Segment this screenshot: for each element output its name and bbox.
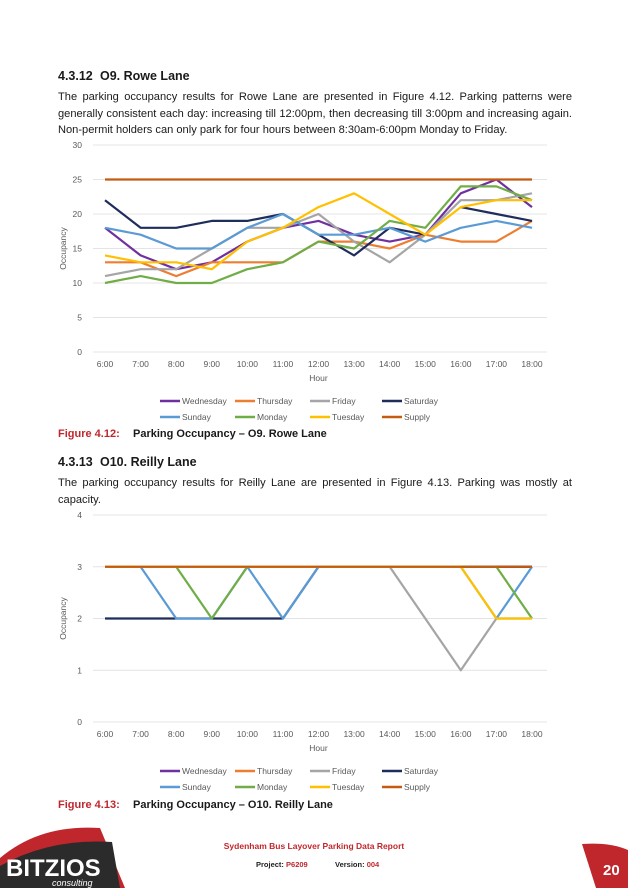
logo-subtext: consulting xyxy=(52,878,93,888)
x-tick-label: 9:00 xyxy=(203,359,220,369)
logo-dark-shape xyxy=(0,841,120,888)
section-number: 4.3.13 xyxy=(58,455,93,469)
x-tick-label: 14:00 xyxy=(379,359,401,369)
x-tick-label: 12:00 xyxy=(308,729,330,739)
chart-reilly-lane: 0 1 2 3 4 6:00 7:00 8:00 9:00 10:00 11:00 12:00 13:0… xyxy=(58,510,547,792)
legend-label: Supply xyxy=(404,412,431,422)
x-tick-label: 8:00 xyxy=(168,729,185,739)
x-tick-label: 17:00 xyxy=(486,359,508,369)
figure-label: Figure 4.12: xyxy=(58,428,120,440)
x-tick-label: 16:00 xyxy=(450,729,472,739)
x-tick-label: 13:00 xyxy=(343,729,365,739)
x-tick-label: 17:00 xyxy=(486,729,508,739)
x-tick-label: 18:00 xyxy=(521,729,543,739)
footer-report-title: Sydenham Bus Layover Parking Data Report xyxy=(223,841,405,851)
legend-label: Saturday xyxy=(404,766,439,776)
section-title: O10. Reilly Lane xyxy=(100,455,197,469)
section-heading-rowe-lane: 4.3.12 O9. Rowe Lane xyxy=(58,69,190,83)
series-line-tuesday xyxy=(105,565,532,620)
legend-label: Thursday xyxy=(257,766,293,776)
x-tick-label: 14:00 xyxy=(379,729,401,739)
series-line-saturday-late xyxy=(460,206,533,222)
series-line-friday xyxy=(104,192,533,278)
series-line-saturday xyxy=(105,565,532,620)
y-axis-label: Occupancy xyxy=(58,226,68,269)
x-tick-label: 16:00 xyxy=(450,359,472,369)
series-line-monday xyxy=(105,565,533,620)
x-tick-label: 10:00 xyxy=(237,359,259,369)
x-tick-label: 7:00 xyxy=(132,359,149,369)
section-title: O9. Rowe Lane xyxy=(100,69,190,83)
figure-title: Parking Occupancy – O10. Reilly Lane xyxy=(133,799,333,811)
legend-label: Wednesday xyxy=(182,396,227,406)
y-tick-label: 25 xyxy=(73,175,83,185)
project-label: Project: xyxy=(256,860,284,869)
x-tick-label: 13:00 xyxy=(343,359,365,369)
x-tick-label: 11:00 xyxy=(273,359,294,369)
figure-label: Figure 4.13: xyxy=(58,799,120,811)
y-tick-label: 0 xyxy=(77,347,82,357)
project-value: P6209 xyxy=(286,860,308,869)
page-number-tab xyxy=(582,843,628,888)
section-heading-reilly-lane: 4.3.13 O10. Reilly Lane xyxy=(58,455,197,469)
y-tick-label: 10 xyxy=(73,278,83,288)
y-tick-label: 3 xyxy=(77,562,82,572)
legend-label: Wednesday xyxy=(182,766,227,776)
y-tick-label: 30 xyxy=(73,140,83,150)
legend-label: Sunday xyxy=(182,412,212,422)
legend-label: Tuesday xyxy=(332,412,365,422)
x-tick-label: 6:00 xyxy=(97,359,114,369)
section-number: 4.3.12 xyxy=(58,69,93,83)
x-tick-label: 11:00 xyxy=(273,729,294,739)
footer-graphics: BITZIOS consulting 20 xyxy=(0,827,628,888)
legend-label: Supply xyxy=(404,782,431,792)
x-tick-label: 18:00 xyxy=(521,359,543,369)
page-number: 20 xyxy=(603,862,620,879)
x-tick-label: 9:00 xyxy=(203,729,220,739)
x-tick-label: 10:00 xyxy=(237,729,259,739)
figure-caption-4-13: Figure 4.13: Parking Occupancy – O10. Rei… xyxy=(58,799,333,811)
y-tick-label: 1 xyxy=(77,665,82,675)
section-paragraph-rowe-lane: The parking occupancy results for Rowe L… xyxy=(58,91,572,136)
footer-version: Version: 004 xyxy=(335,860,379,869)
footer-project: Project: P6209 xyxy=(256,860,308,869)
series-line-sunday xyxy=(104,212,533,250)
y-tick-label: 20 xyxy=(73,209,83,219)
x-tick-label: 15:00 xyxy=(415,729,437,739)
legend-label: Monday xyxy=(257,782,288,792)
series-line-sunday xyxy=(105,565,533,620)
series-line-monday xyxy=(104,185,533,285)
y-tick-label: 2 xyxy=(77,614,82,624)
series-line-saturday xyxy=(104,199,426,257)
x-axis-label: Hour xyxy=(309,743,328,753)
y-tick-label: 4 xyxy=(77,510,82,520)
x-tick-label: 12:00 xyxy=(308,359,330,369)
version-value: 004 xyxy=(366,860,380,869)
legend-label: Friday xyxy=(332,396,356,406)
y-tick-label: 0 xyxy=(77,717,82,727)
section-paragraph-reilly-lane: The parking occupancy results for Reilly… xyxy=(58,477,572,506)
logo-text: BITZIOS xyxy=(6,855,101,882)
legend-label: Thursday xyxy=(257,396,293,406)
figure-title: Parking Occupancy – O9. Rowe Lane xyxy=(133,428,327,440)
y-axis-label: Occupancy xyxy=(58,596,68,639)
chart-rowe-lane: 0 5 10 15 20 25 30 6:00 7:00 8:00 9:00 10:00 11:00 12… xyxy=(58,140,547,422)
x-tick-label: 15:00 xyxy=(415,359,437,369)
y-tick-label: 5 xyxy=(77,313,82,323)
x-tick-label: 6:00 xyxy=(97,729,114,739)
legend-label: Monday xyxy=(257,412,288,422)
y-tick-label: 15 xyxy=(73,244,83,254)
x-tick-label: 7:00 xyxy=(132,729,149,739)
figure-caption-4-12: Figure 4.12: Parking Occupancy – O9. Rowe… xyxy=(58,428,327,440)
legend-label: Friday xyxy=(332,766,356,776)
legend-label: Sunday xyxy=(182,782,212,792)
x-axis-label: Hour xyxy=(309,373,328,383)
version-label: Version: xyxy=(335,860,365,869)
legend-label: Saturday xyxy=(404,396,439,406)
series-line-wednesday xyxy=(104,178,533,271)
legend-label: Tuesday xyxy=(332,782,365,792)
series-line-tuesday xyxy=(104,192,532,271)
x-tick-label: 8:00 xyxy=(168,359,185,369)
